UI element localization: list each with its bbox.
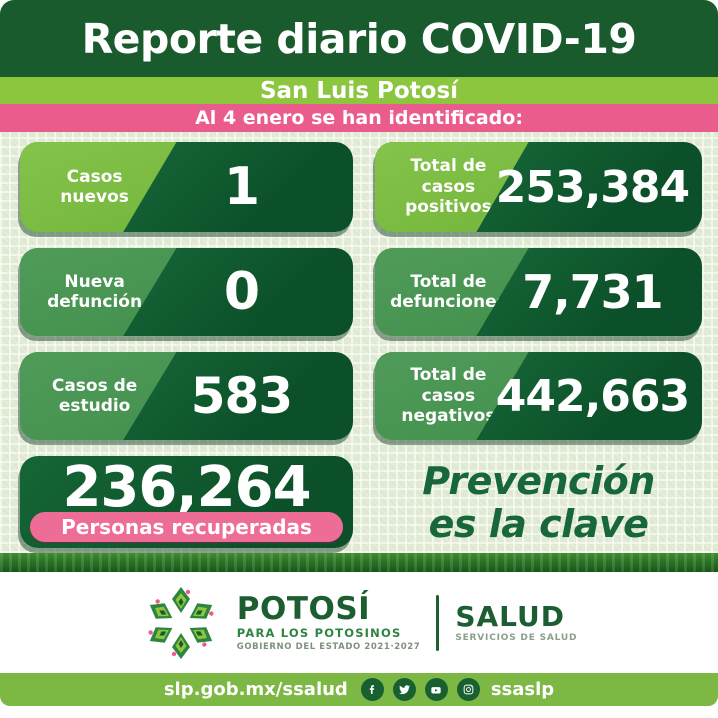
date-band: Al 4 enero se han identificado:: [0, 104, 718, 132]
instagram-icon[interactable]: [456, 678, 480, 701]
stat-card-total-defunciones: Total de defunciones 7,731: [375, 248, 702, 336]
green-divider-strip: [0, 553, 718, 572]
stat-card-value: 583: [190, 367, 293, 425]
stat-card-nueva-defuncion: Nueva defunción 0: [20, 248, 353, 336]
stat-card-label: Total de casos positivos: [405, 156, 492, 218]
slogan-line1: Prevención: [422, 459, 655, 504]
stat-card-label: Total de defunciones: [390, 271, 507, 312]
stat-card-label: Casos nuevos: [60, 166, 129, 207]
stat-card-label: Total de casos negativos: [401, 365, 496, 427]
social-handle: ssaslp: [490, 679, 555, 700]
salud-wordmark: SALUD SERVICIOS DE SALUD: [455, 599, 578, 644]
potosi-wordmark: POTOSÍ PARA LOS POTOSINOS GOBIERNO DEL E…: [237, 593, 421, 653]
page-title: Reporte diario COVID-19: [81, 14, 637, 63]
facebook-icon[interactable]: [360, 678, 384, 701]
stat-card-casos-estudio: Casos de estudio 583: [20, 352, 353, 440]
stat-card-value: 1: [223, 157, 260, 217]
stat-card-value: 7,731: [522, 265, 664, 319]
stat-card-value: 253,384: [495, 161, 690, 213]
footer-divider-line: [436, 594, 440, 651]
stat-card-label: Nueva defunción: [47, 271, 143, 312]
stat-card-value: 442,663: [495, 370, 690, 422]
salud-title: SALUD: [455, 599, 565, 633]
potosi-title: POTOSÍ: [236, 590, 371, 627]
twitter-icon[interactable]: [392, 678, 416, 701]
date-banner-text: Al 4 enero se han identificado:: [195, 107, 523, 129]
recovered-label-pill: Personas recuperadas: [30, 512, 343, 542]
subtitle-band: San Luis Potosí: [0, 77, 718, 104]
recovered-value: 236,264: [62, 454, 311, 520]
potosi-rosette-logo: [148, 586, 214, 659]
state-name: San Luis Potosí: [259, 77, 459, 104]
potosi-government-line: GOBIERNO DEL ESTADO 2021·2027: [236, 642, 421, 653]
potosi-subtitle: PARA LOS POTOSINOS: [236, 626, 402, 641]
slogan: Prevención es la clave: [375, 458, 702, 548]
stat-card-label: Casos de estudio: [51, 375, 138, 416]
website-url: slp.gob.mx/ssalud: [163, 679, 348, 700]
youtube-icon[interactable]: [424, 678, 448, 701]
stat-card-casos-nuevos: Casos nuevos 1: [20, 142, 353, 232]
stat-card-total-positivos: Total de casos positivos 253,384: [375, 142, 702, 232]
header-band: Reporte diario COVID-19: [0, 0, 718, 77]
bottom-bar: slp.gob.mx/ssalud ssaslp: [0, 673, 718, 706]
stat-card-value: 0: [223, 262, 260, 322]
footer-logos: POTOSÍ PARA LOS POTOSINOS GOBIERNO DEL E…: [0, 572, 718, 673]
slogan-line2: es la clave: [428, 502, 649, 546]
salud-subtitle: SERVICIOS DE SALUD: [455, 632, 578, 643]
stat-card-total-negativos: Total de casos negativos 442,663: [375, 352, 702, 440]
recovered-card: 236,264 Personas recuperadas: [20, 454, 353, 548]
